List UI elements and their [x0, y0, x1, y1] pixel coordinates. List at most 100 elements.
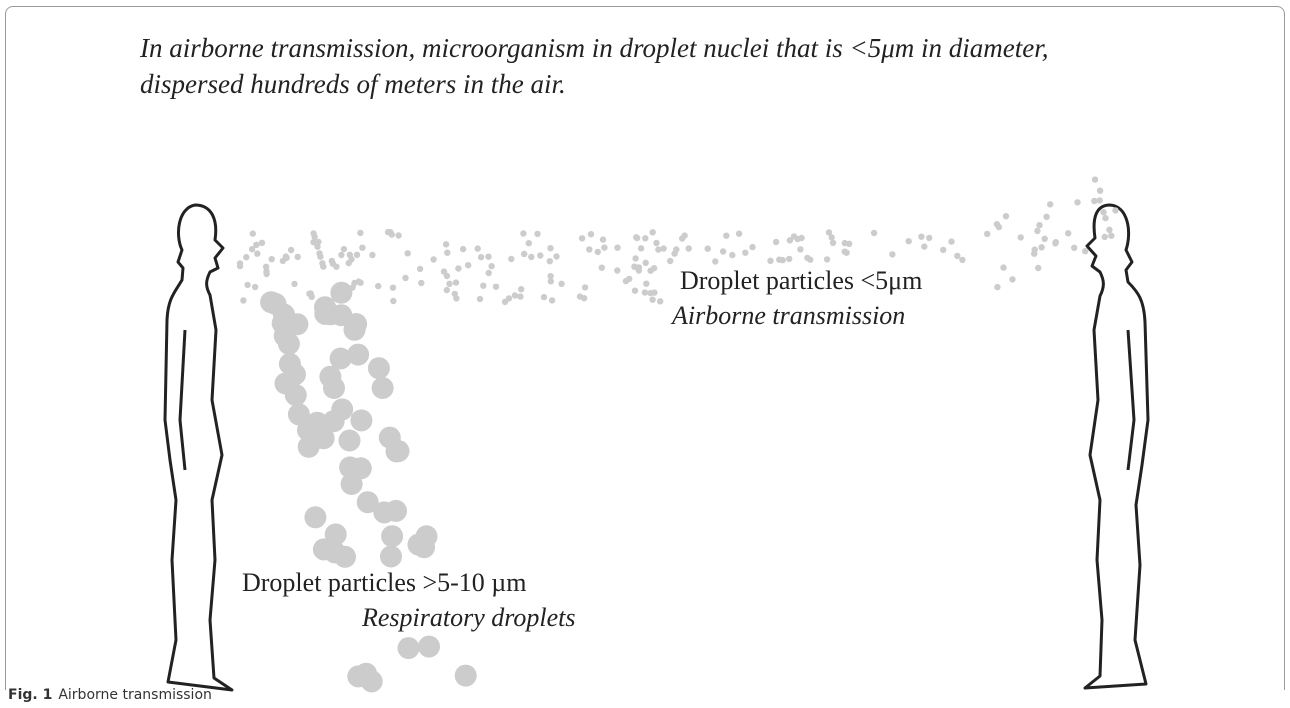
- small-droplet: [643, 280, 650, 287]
- airborne-title: Droplet particles <5μm: [680, 266, 923, 295]
- small-droplet: [1102, 214, 1109, 222]
- small-droplet: [315, 238, 322, 246]
- small-droplet: [480, 282, 487, 289]
- figure-caption-text: Airborne transmission: [58, 687, 212, 703]
- small-droplet: [369, 251, 376, 259]
- small-droplet: [263, 268, 270, 275]
- small-droplet: [622, 277, 630, 285]
- small-droplet: [1101, 233, 1108, 241]
- small-droplet: [446, 280, 453, 287]
- small-droplet: [248, 246, 256, 253]
- small-droplet: [749, 243, 756, 251]
- large-droplet: [371, 377, 394, 399]
- small-droplet: [637, 245, 645, 252]
- large-droplet: [324, 523, 347, 546]
- figure-caption: Fig. 1 Airborne transmission: [8, 687, 212, 703]
- small-droplet: [540, 293, 548, 301]
- small-droplet: [581, 284, 589, 291]
- figure-number: Fig. 1: [8, 687, 53, 703]
- large-droplet: [330, 281, 353, 304]
- small-droplet: [599, 236, 607, 243]
- small-droplet: [1112, 207, 1119, 214]
- small-droplet: [1041, 235, 1048, 242]
- large-droplet: [343, 318, 366, 341]
- small-droplet: [1009, 276, 1016, 283]
- small-droplet: [485, 269, 492, 277]
- large-droplet: [397, 637, 420, 660]
- small-droplet: [918, 233, 925, 240]
- small-droplet: [501, 298, 509, 306]
- small-droplet: [586, 246, 593, 253]
- small-droplet: [870, 229, 878, 237]
- small-droplet: [558, 280, 565, 287]
- respiratory-title: Droplet particles >5-10 µm: [242, 568, 527, 597]
- large-droplet: [329, 347, 352, 370]
- small-droplet: [742, 249, 749, 256]
- large-droplet: [278, 352, 301, 375]
- small-droplet: [236, 260, 244, 267]
- small-droplet: [598, 264, 605, 271]
- large-droplet: [312, 538, 335, 561]
- small-droplet: [993, 221, 1001, 228]
- small-droplet: [306, 290, 313, 297]
- small-droplet: [767, 257, 774, 264]
- small-droplet: [453, 295, 460, 302]
- small-droplet: [653, 239, 660, 247]
- right-person: [1083, 203, 1150, 690]
- small-droplet: [642, 235, 649, 242]
- small-droplet: [1096, 197, 1103, 204]
- small-droplet: [402, 274, 409, 282]
- small-droplet: [635, 267, 642, 274]
- small-droplet: [355, 278, 362, 285]
- small-droplet: [353, 251, 361, 258]
- small-droplet: [576, 293, 584, 300]
- small-droplet: [633, 234, 641, 242]
- small-droplet: [1034, 227, 1041, 235]
- small-droplet: [1100, 209, 1107, 216]
- small-droplet: [465, 262, 472, 269]
- small-droplet: [671, 250, 678, 257]
- small-droplet: [642, 259, 649, 266]
- small-droplet: [631, 263, 638, 270]
- small-droplet: [1065, 230, 1072, 237]
- small-droplet: [984, 230, 991, 238]
- small-droplet: [1096, 187, 1104, 194]
- figure-frame: [5, 6, 1285, 690]
- small-droplet: [294, 253, 301, 261]
- small-droplet: [546, 258, 553, 265]
- large-droplet: [380, 545, 402, 568]
- small-droplet: [940, 246, 947, 254]
- small-droplet: [476, 295, 484, 303]
- small-droplet: [712, 258, 719, 265]
- small-droplet: [477, 254, 485, 261]
- small-droplet: [440, 268, 448, 275]
- small-droplet: [262, 263, 270, 270]
- small-droplet: [534, 230, 541, 238]
- small-droplet: [797, 246, 804, 253]
- small-droplet: [1071, 244, 1078, 251]
- small-droplet: [921, 243, 928, 250]
- small-droplet: [594, 248, 601, 256]
- small-droplet: [1082, 248, 1089, 255]
- small-droplet: [508, 255, 515, 263]
- small-droplet: [614, 244, 621, 251]
- large-droplet: [284, 384, 307, 407]
- small-droplet: [455, 265, 462, 272]
- small-droplet: [459, 245, 467, 253]
- small-droplet: [846, 240, 853, 247]
- small-droplet: [249, 230, 256, 237]
- small-droplet: [520, 230, 527, 237]
- small-droplet: [1108, 232, 1115, 239]
- small-droplet: [444, 249, 451, 256]
- large-droplet: [330, 304, 353, 327]
- small-droplet: [418, 279, 425, 287]
- small-droplet: [641, 289, 649, 296]
- small-droplet: [651, 289, 658, 296]
- small-droplet: [786, 237, 794, 244]
- small-droplet: [1002, 213, 1010, 220]
- small-droplet: [948, 238, 955, 245]
- small-droplet: [828, 234, 835, 241]
- large-droplet: [304, 506, 327, 529]
- small-droplet: [243, 254, 250, 261]
